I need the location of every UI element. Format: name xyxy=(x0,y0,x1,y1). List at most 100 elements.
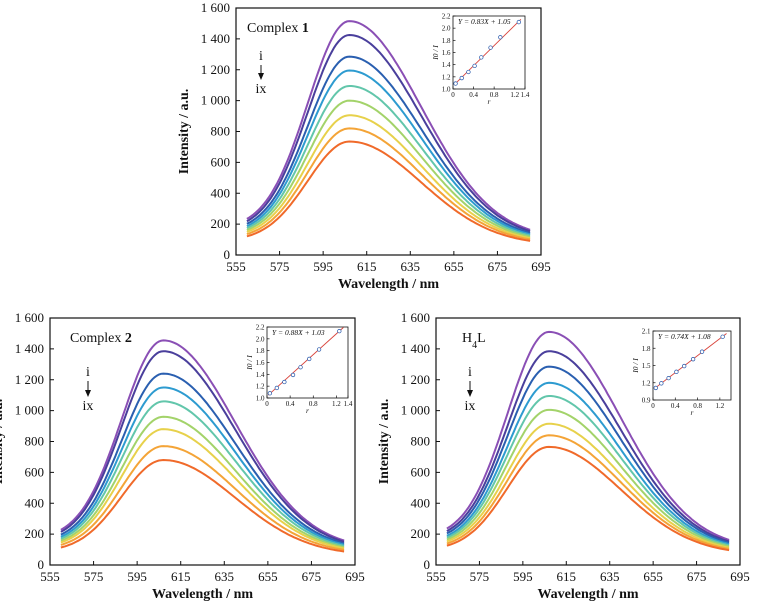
y-tick-label: 800 xyxy=(25,434,45,449)
title-suffix: L xyxy=(477,331,486,346)
arrow-head-icon xyxy=(467,390,473,397)
spectrum-curve-1 xyxy=(446,330,730,541)
x-tick-label: 575 xyxy=(84,569,104,584)
y-tick-label: 800 xyxy=(211,124,231,139)
inset-data-point xyxy=(459,75,464,81)
inset-data-point xyxy=(274,385,279,391)
inset-data-point xyxy=(516,19,521,25)
y-tick-label: 1 600 xyxy=(401,310,430,325)
y-tick-label: 1 400 xyxy=(401,341,430,356)
inset-data-point xyxy=(674,369,679,374)
inset-y-tick-label: 1.0 xyxy=(442,86,451,94)
title-number: 1 xyxy=(302,21,309,36)
x-tick-label: 635 xyxy=(401,259,421,274)
inset-data-point xyxy=(690,357,696,362)
inset-x-tick-label: 0.4 xyxy=(286,400,295,408)
inset-y-tick-label: 1.8 xyxy=(256,347,265,355)
x-axis-label: Wavelength / nm xyxy=(338,277,439,292)
spectrum-curve-4 xyxy=(246,69,531,236)
chart-panel-3: 555 575 595 615 635 655 675 695 0 200 400 600 800 1 0… xyxy=(377,310,750,602)
x-tick-label: 675 xyxy=(302,569,322,584)
inset-data-point xyxy=(699,349,705,354)
spectrum-curve-3 xyxy=(60,372,345,545)
x-tick-label: 695 xyxy=(531,259,551,274)
y-tick-label: 200 xyxy=(211,216,231,231)
y-tick-label: 1 600 xyxy=(201,0,230,15)
x-tick-label: 615 xyxy=(171,569,191,584)
spectrum-curve-9 xyxy=(246,140,531,242)
spectrum-curve-6 xyxy=(446,408,730,548)
inset-data-point xyxy=(472,63,477,69)
inset-x-label: r xyxy=(691,408,694,417)
spectrum-curve-3 xyxy=(246,55,531,234)
inset-data-point xyxy=(307,356,312,362)
inset-data-point xyxy=(666,376,671,381)
arrow-head-icon xyxy=(85,390,91,397)
title-number: 2 xyxy=(125,331,132,346)
x-tick-label: 695 xyxy=(730,569,750,584)
inset-y-tick-label: 1.6 xyxy=(256,359,265,367)
inset-y-tick-label: 1.2 xyxy=(442,73,451,81)
y-axis-label: Intensity / a.u. xyxy=(0,399,6,485)
inset-data-point xyxy=(498,35,503,40)
spectrum-curve-4 xyxy=(446,381,730,546)
x-tick-label: 615 xyxy=(557,569,577,584)
arrow-label-bottom: ix xyxy=(83,399,94,414)
inset-y-tick-label: 0.9 xyxy=(642,397,651,405)
y-tick-label: 1 400 xyxy=(15,341,44,356)
spectrum-curve-7 xyxy=(446,422,730,549)
inset-fit-line xyxy=(267,327,344,396)
inset-data-point xyxy=(282,379,287,385)
spectrum-curve-3 xyxy=(446,365,730,544)
spectrum-curve-5 xyxy=(60,400,345,547)
x-tick-label: 655 xyxy=(258,569,278,584)
inset-x-tick-label: 0.8 xyxy=(309,400,318,408)
spectrum-curve-1 xyxy=(246,20,531,231)
y-tick-label: 400 xyxy=(25,495,45,510)
x-tick-label: 635 xyxy=(215,569,235,584)
inset-data-point xyxy=(682,363,687,369)
spectrum-curve-9 xyxy=(60,458,345,553)
spectrum-curve-7 xyxy=(60,428,345,550)
inset-equation: Y = 0.74X + 1.08 xyxy=(658,332,711,341)
x-tick-label: 675 xyxy=(488,259,508,274)
inset-equation: Y = 0.88X + 1.03 xyxy=(272,328,325,337)
inset-data-point xyxy=(298,365,303,370)
inset-y-tick-label: 1.4 xyxy=(256,371,265,379)
inset-data-point xyxy=(653,385,658,391)
inset-y-tick-label: 2.0 xyxy=(256,335,265,343)
inset-data-point xyxy=(267,391,273,396)
spectrum-curve-5 xyxy=(446,395,730,547)
y-tick-label: 600 xyxy=(411,464,431,479)
arrow-label-top: i xyxy=(468,365,472,380)
x-tick-label: 655 xyxy=(643,569,663,584)
spectrum-curve-8 xyxy=(246,127,531,241)
inset-x-tick-label: 0 xyxy=(265,400,269,408)
spectrum-curve-4 xyxy=(60,386,345,546)
y-tick-label: 1 200 xyxy=(15,372,44,387)
inset-x-label: r xyxy=(488,97,491,106)
inset-frame xyxy=(652,330,732,401)
inset-frame xyxy=(266,326,349,399)
y-tick-label: 1 200 xyxy=(401,372,430,387)
spectrum-curve-1 xyxy=(60,339,345,542)
y-tick-label: 600 xyxy=(25,464,45,479)
y-tick-label: 0 xyxy=(424,557,431,572)
inset-y-tick-label: 2.2 xyxy=(256,324,265,332)
x-tick-label: 575 xyxy=(270,259,290,274)
spectrum-curve-7 xyxy=(246,114,531,240)
x-tick-label: 555 xyxy=(40,569,60,584)
spectrum-curve-5 xyxy=(246,85,531,237)
x-tick-label: 695 xyxy=(345,569,365,584)
inset-data-point xyxy=(453,81,458,86)
inset-x-tick-label: 0.4 xyxy=(469,91,478,99)
inset-x-tick-label: 0.8 xyxy=(693,402,702,410)
x-tick-label: 675 xyxy=(687,569,707,584)
x-tick-label: 575 xyxy=(470,569,490,584)
panel-title: H4L xyxy=(462,331,486,351)
inset-x-tick-label: 0.8 xyxy=(490,91,499,99)
y-tick-label: 0 xyxy=(224,247,231,262)
inset-x-tick-label: 1.2 xyxy=(715,402,724,410)
inset-y-tick-label: 1.6 xyxy=(442,49,451,57)
